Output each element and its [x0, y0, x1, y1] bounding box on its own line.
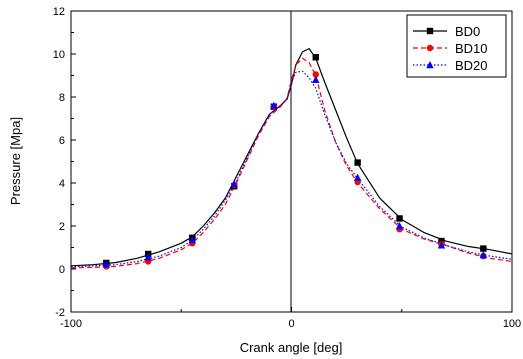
marker-bd0	[354, 159, 361, 166]
marker-bd20	[188, 235, 196, 244]
marker-bd20	[353, 173, 362, 181]
series-line-bd10	[70, 57, 513, 269]
marker-bd20	[230, 180, 238, 188]
marker-bd20	[437, 241, 446, 249]
y-tick-label: 8	[59, 92, 65, 104]
legend-marker-bd0	[426, 27, 434, 35]
marker-bd20	[479, 251, 488, 259]
legend-box	[406, 14, 507, 78]
y-tick-label: 4	[59, 178, 65, 190]
legend: BD0 BD10 BD20	[406, 14, 507, 78]
legend-label-bd20: BD20	[455, 58, 488, 73]
y-tick-label: 12	[53, 6, 65, 18]
y-tick-label: 0	[59, 264, 65, 276]
marker-bd10	[312, 71, 319, 78]
series-line-bd20	[70, 70, 513, 268]
legend-label-bd0: BD0	[455, 24, 480, 39]
marker-bd20	[270, 101, 278, 109]
legend-marker-bd10	[426, 44, 434, 52]
marker-bd20	[102, 260, 110, 268]
y-tick-label: 6	[59, 135, 65, 147]
legend-marker-bd20	[426, 61, 434, 69]
x-tick-label: 100	[503, 318, 521, 330]
axis-ticks	[70, 10, 513, 313]
marker-bd0	[438, 237, 445, 245]
legend-label-bd10: BD10	[455, 41, 488, 56]
y-tick-label: 10	[53, 49, 65, 61]
marker-bd0	[396, 215, 403, 222]
marker-bd20	[312, 75, 320, 83]
y-tick-label: -2	[55, 307, 65, 319]
y-tick-label: 2	[59, 221, 65, 233]
marker-bd20	[144, 253, 152, 261]
series-markers	[102, 54, 488, 270]
x-axis-label: Crank angle [deg]	[240, 340, 343, 355]
marker-bd20	[395, 222, 404, 230]
tick-labels: -2 0 2 4 6 8 10 12 -100 0 100	[53, 6, 521, 330]
marker-bd0	[312, 54, 319, 61]
y-axis-label: Pressure [Mpa]	[8, 117, 23, 205]
marker-bd0	[480, 245, 487, 252]
x-tick-label: -100	[60, 318, 82, 330]
x-tick-label: 0	[288, 318, 294, 330]
